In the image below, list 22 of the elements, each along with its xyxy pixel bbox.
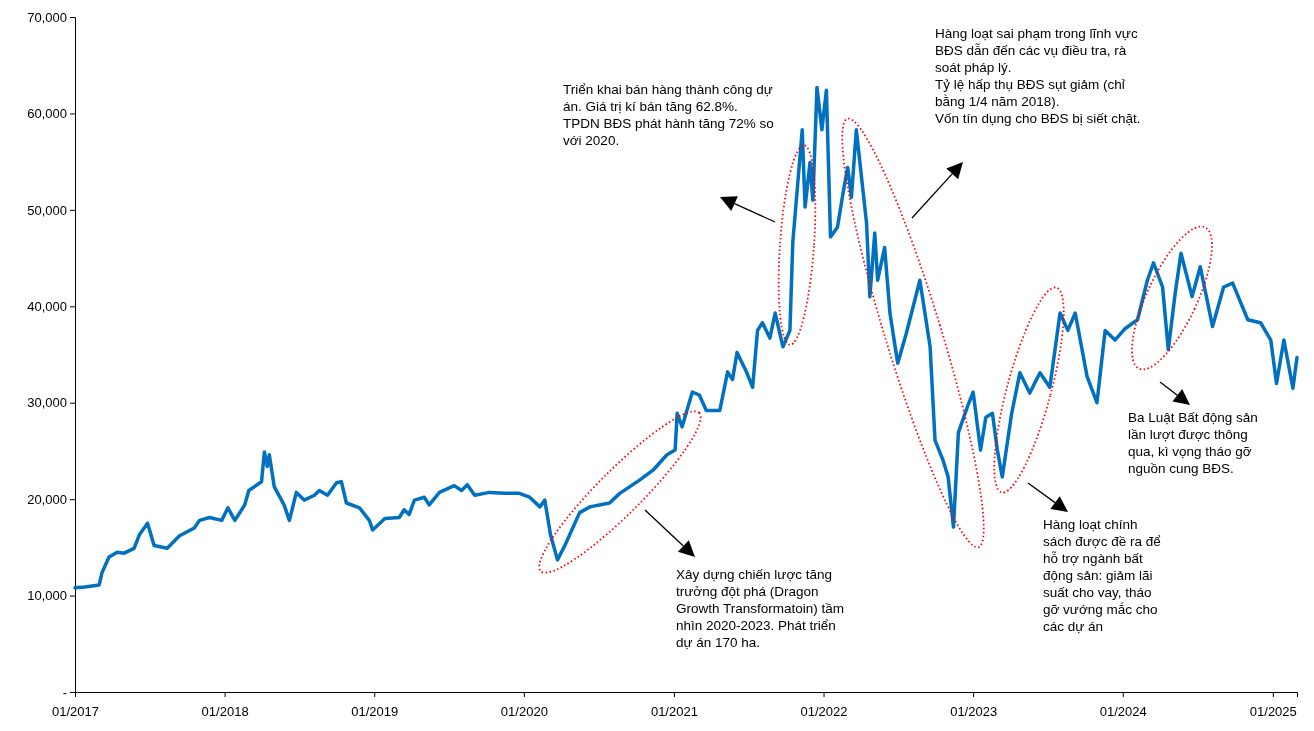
x-tick-label: 01/2019: [351, 703, 399, 719]
y-tick-label: -: [62, 684, 67, 700]
y-tick-label: 30,000: [27, 395, 67, 411]
y-tick-label: 20,000: [27, 491, 67, 507]
annotation: Hàng loạt chính sách được đề ra để hỗ trợ ngành bất động sản: giảm lãi suất cho vay, tháo gỡ vướng mắc cho các dự án: [1043, 516, 1161, 634]
x-tick-label: 01/2025: [1249, 703, 1297, 719]
y-tick-label: 50,000: [27, 202, 67, 218]
x-tick-label: 01/2021: [650, 703, 698, 719]
x-tick-label: 01/2020: [500, 703, 548, 719]
annotation: Xây dựng chiến lược tăng trưởng đột phá (Dragon Growth Transformatoin) tầm nhìn 2020-2023. Phát triển dự án 170 ha.: [676, 566, 845, 650]
x-tick-label: 01/2024: [1099, 703, 1147, 719]
y-tick-label: 10,000: [27, 588, 67, 604]
y-tick-label: 60,000: [27, 106, 67, 122]
x-tick-label: 01/2018: [201, 703, 249, 719]
y-tick-label: 40,000: [27, 298, 67, 314]
annotation: Triển khai bán hàng thành công dự án. Giá trị kí bán tăng 62.8%. TPDN BĐS phát hành tăng 72% so với 2020.: [563, 81, 774, 148]
annotation: Ba Luật Bất động sản lần lượt được thông qua, kì vọng tháo gỡ nguồn cung BĐS.: [1128, 409, 1258, 476]
annotation: Hàng loạt sai phạm trong lĩnh vực BĐS dẫn đến các vụ điều tra, rà soát pháp lý. Tỷ lệ hấp thụ BĐS sụt giảm (chỉ bằng 1/4 năm 2018). Vốn tín dụng cho BĐS bị siết chặt.: [935, 25, 1141, 126]
x-tick-label: 01/2023: [950, 703, 998, 719]
x-tick-label: 01/2022: [800, 703, 848, 719]
x-tick-label: 01/2017: [52, 703, 99, 719]
y-tick-label: 70,000: [27, 9, 67, 25]
